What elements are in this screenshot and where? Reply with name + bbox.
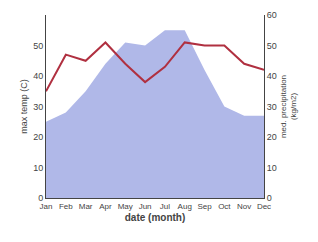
svg-text:60: 60 xyxy=(267,10,277,20)
svg-text:0: 0 xyxy=(38,193,43,203)
svg-text:40: 40 xyxy=(267,71,277,81)
svg-text:40: 40 xyxy=(33,71,43,81)
svg-text:Sep: Sep xyxy=(197,202,212,211)
svg-text:20: 20 xyxy=(267,132,277,142)
svg-text:Mar: Mar xyxy=(79,202,93,211)
svg-text:Aug: Aug xyxy=(178,202,192,211)
svg-text:Jan: Jan xyxy=(40,202,53,211)
svg-text:0: 0 xyxy=(267,193,272,203)
svg-text:Jun: Jun xyxy=(139,202,152,211)
svg-text:20: 20 xyxy=(33,132,43,142)
svg-text:Apr: Apr xyxy=(99,202,112,211)
svg-text:30: 30 xyxy=(267,102,277,112)
svg-text:date (month): date (month) xyxy=(125,212,186,223)
svg-text:50: 50 xyxy=(267,41,277,51)
svg-text:Nov: Nov xyxy=(237,202,251,211)
svg-text:Feb: Feb xyxy=(59,202,73,211)
svg-text:Jul: Jul xyxy=(160,202,170,211)
svg-text:max temp (C): max temp (C) xyxy=(19,79,29,134)
svg-text:30: 30 xyxy=(33,102,43,112)
svg-text:10: 10 xyxy=(267,163,277,173)
svg-text:med. precipitation(kg/m2): med. precipitation(kg/m2) xyxy=(279,75,298,138)
svg-text:Dec: Dec xyxy=(257,202,271,211)
svg-text:Oct: Oct xyxy=(218,202,231,211)
svg-text:50: 50 xyxy=(33,41,43,51)
svg-text:May: May xyxy=(118,202,133,211)
svg-text:10: 10 xyxy=(33,163,43,173)
